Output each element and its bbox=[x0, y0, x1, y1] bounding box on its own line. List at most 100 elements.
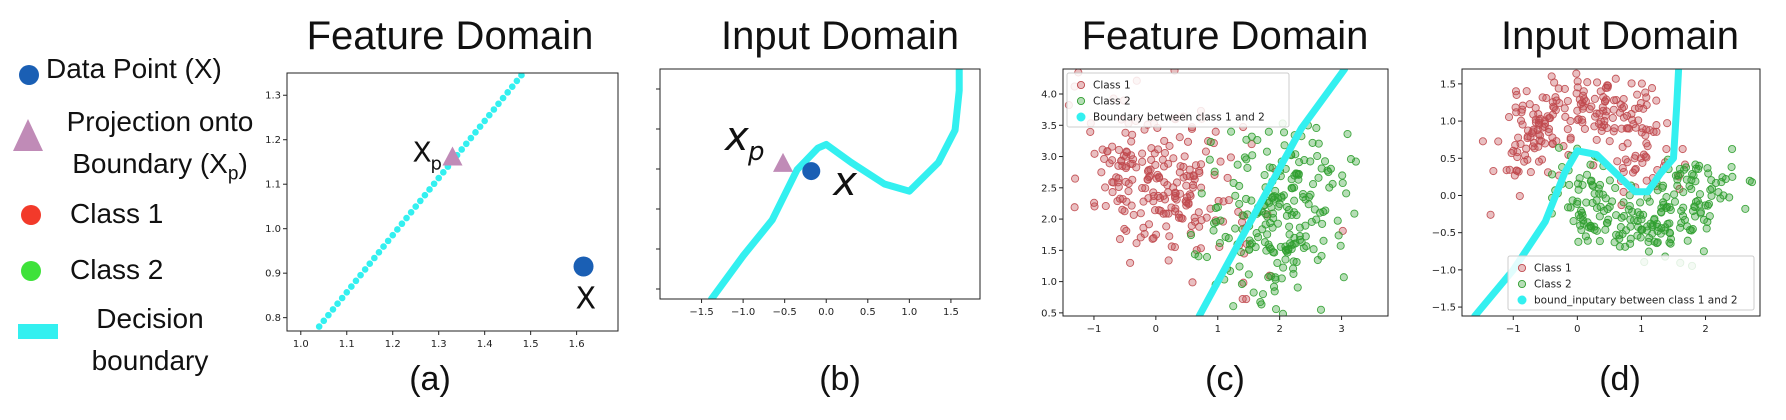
boundary-dot bbox=[348, 283, 355, 290]
class2-point bbox=[1676, 223, 1685, 232]
class2-point bbox=[1281, 255, 1290, 264]
class2-point bbox=[1633, 208, 1642, 217]
y-tick-label: −1.5 bbox=[1432, 303, 1456, 314]
class1-point bbox=[1505, 165, 1514, 174]
class2-point bbox=[1565, 180, 1574, 189]
class1-point bbox=[1518, 101, 1527, 110]
class2-point bbox=[1586, 160, 1595, 169]
class2-point bbox=[1691, 212, 1700, 221]
class2-point bbox=[1604, 215, 1613, 224]
class1-point bbox=[1154, 172, 1164, 181]
y-tick-label: 0.9 bbox=[265, 269, 281, 280]
class2-point bbox=[1238, 211, 1247, 220]
boundary-dot bbox=[361, 266, 369, 273]
class2-point bbox=[1666, 239, 1675, 248]
class1-point bbox=[1552, 137, 1561, 146]
class2-point bbox=[1274, 202, 1283, 211]
class2-point bbox=[1727, 162, 1736, 172]
class1-point bbox=[1129, 210, 1138, 219]
plot-legend-marker bbox=[1076, 112, 1086, 122]
class2-point bbox=[1264, 240, 1273, 249]
class1-point bbox=[1163, 181, 1172, 190]
class1-point bbox=[1098, 145, 1107, 154]
class2-point bbox=[1262, 147, 1272, 156]
class2-point bbox=[1293, 169, 1302, 178]
class2-point bbox=[1190, 250, 1199, 259]
class2-point bbox=[1229, 302, 1238, 311]
class1-point bbox=[1156, 206, 1165, 215]
class2-point bbox=[1186, 230, 1196, 240]
class2-point bbox=[1215, 239, 1224, 248]
plot-legend-c: Class 1 Class 2 Boundary between class 1 a… bbox=[1066, 72, 1290, 128]
projection-label: x bbox=[723, 114, 749, 160]
class2-point bbox=[1554, 143, 1564, 152]
projection-label-subscript: p bbox=[431, 154, 442, 175]
class1-point bbox=[1114, 182, 1123, 192]
class2-point bbox=[1295, 232, 1304, 241]
class2-point bbox=[1285, 222, 1294, 231]
legend-class2-label: Class 2 bbox=[70, 254, 164, 285]
class1-point bbox=[1180, 152, 1189, 161]
class1-point bbox=[1631, 123, 1640, 132]
boundary-dot bbox=[403, 214, 410, 222]
class1-point bbox=[1169, 154, 1178, 163]
class1-point bbox=[1504, 113, 1514, 122]
class1-point bbox=[1183, 137, 1193, 146]
class1-point bbox=[1641, 88, 1650, 97]
class1-point bbox=[1641, 131, 1650, 140]
class1-point bbox=[1630, 154, 1639, 163]
plot-legend-marker bbox=[1517, 295, 1527, 305]
class1-point bbox=[1190, 175, 1199, 184]
class1-point bbox=[1531, 115, 1540, 124]
class1-point bbox=[1053, 167, 1060, 174]
class2-point bbox=[1319, 236, 1328, 245]
plot-legend-box bbox=[1066, 72, 1290, 128]
class2-point bbox=[1598, 190, 1608, 199]
class1-point bbox=[1103, 147, 1112, 156]
class2-point bbox=[1245, 325, 1252, 332]
legend-class1-icon bbox=[21, 205, 41, 225]
class1-point bbox=[1494, 137, 1503, 146]
class1-point bbox=[1097, 168, 1106, 177]
boundary-dot bbox=[440, 169, 447, 176]
class1-point bbox=[1534, 157, 1543, 166]
class2-point bbox=[1583, 236, 1592, 245]
class2-point bbox=[1313, 151, 1322, 161]
class1-point bbox=[1188, 278, 1197, 287]
class2-point bbox=[1277, 274, 1286, 283]
class2-point bbox=[1278, 309, 1287, 316]
class2-point bbox=[1279, 128, 1289, 137]
legend-projection-label-line2: Boundary (Xp) bbox=[72, 148, 248, 185]
class2-point bbox=[1574, 237, 1583, 246]
class2-point bbox=[1334, 231, 1343, 240]
y-tick-label: 4.0 bbox=[1041, 90, 1057, 101]
class1-point bbox=[1630, 165, 1639, 174]
class2-point bbox=[1702, 224, 1711, 233]
class2-point bbox=[1564, 203, 1573, 212]
class1-point bbox=[1136, 209, 1145, 218]
class2-point bbox=[1351, 157, 1360, 166]
plot-legend-label: Class 1 bbox=[1534, 263, 1572, 275]
legend-projection-icon bbox=[13, 119, 43, 151]
boundary-dot bbox=[495, 100, 502, 108]
y-tick-label: −0.5 bbox=[1432, 228, 1456, 239]
class2-point bbox=[1293, 283, 1302, 292]
class2-point bbox=[1653, 222, 1662, 231]
class1-point bbox=[1623, 158, 1632, 167]
class1-point bbox=[1150, 149, 1159, 158]
class2-point bbox=[1581, 232, 1590, 241]
class2-point bbox=[1605, 176, 1614, 185]
class1-point bbox=[1608, 113, 1617, 122]
class2-point bbox=[1350, 209, 1359, 218]
class1-point bbox=[1192, 246, 1201, 255]
y-tick-label: 1.0 bbox=[1041, 277, 1057, 288]
class2-point bbox=[1569, 217, 1578, 226]
class2-point bbox=[1321, 206, 1330, 215]
class2-point bbox=[1324, 167, 1333, 177]
class2-point bbox=[1595, 237, 1604, 246]
class2-point bbox=[1716, 194, 1725, 203]
class1-point bbox=[1634, 103, 1643, 112]
class1-point bbox=[1223, 173, 1232, 182]
boundary-dot bbox=[334, 300, 341, 308]
